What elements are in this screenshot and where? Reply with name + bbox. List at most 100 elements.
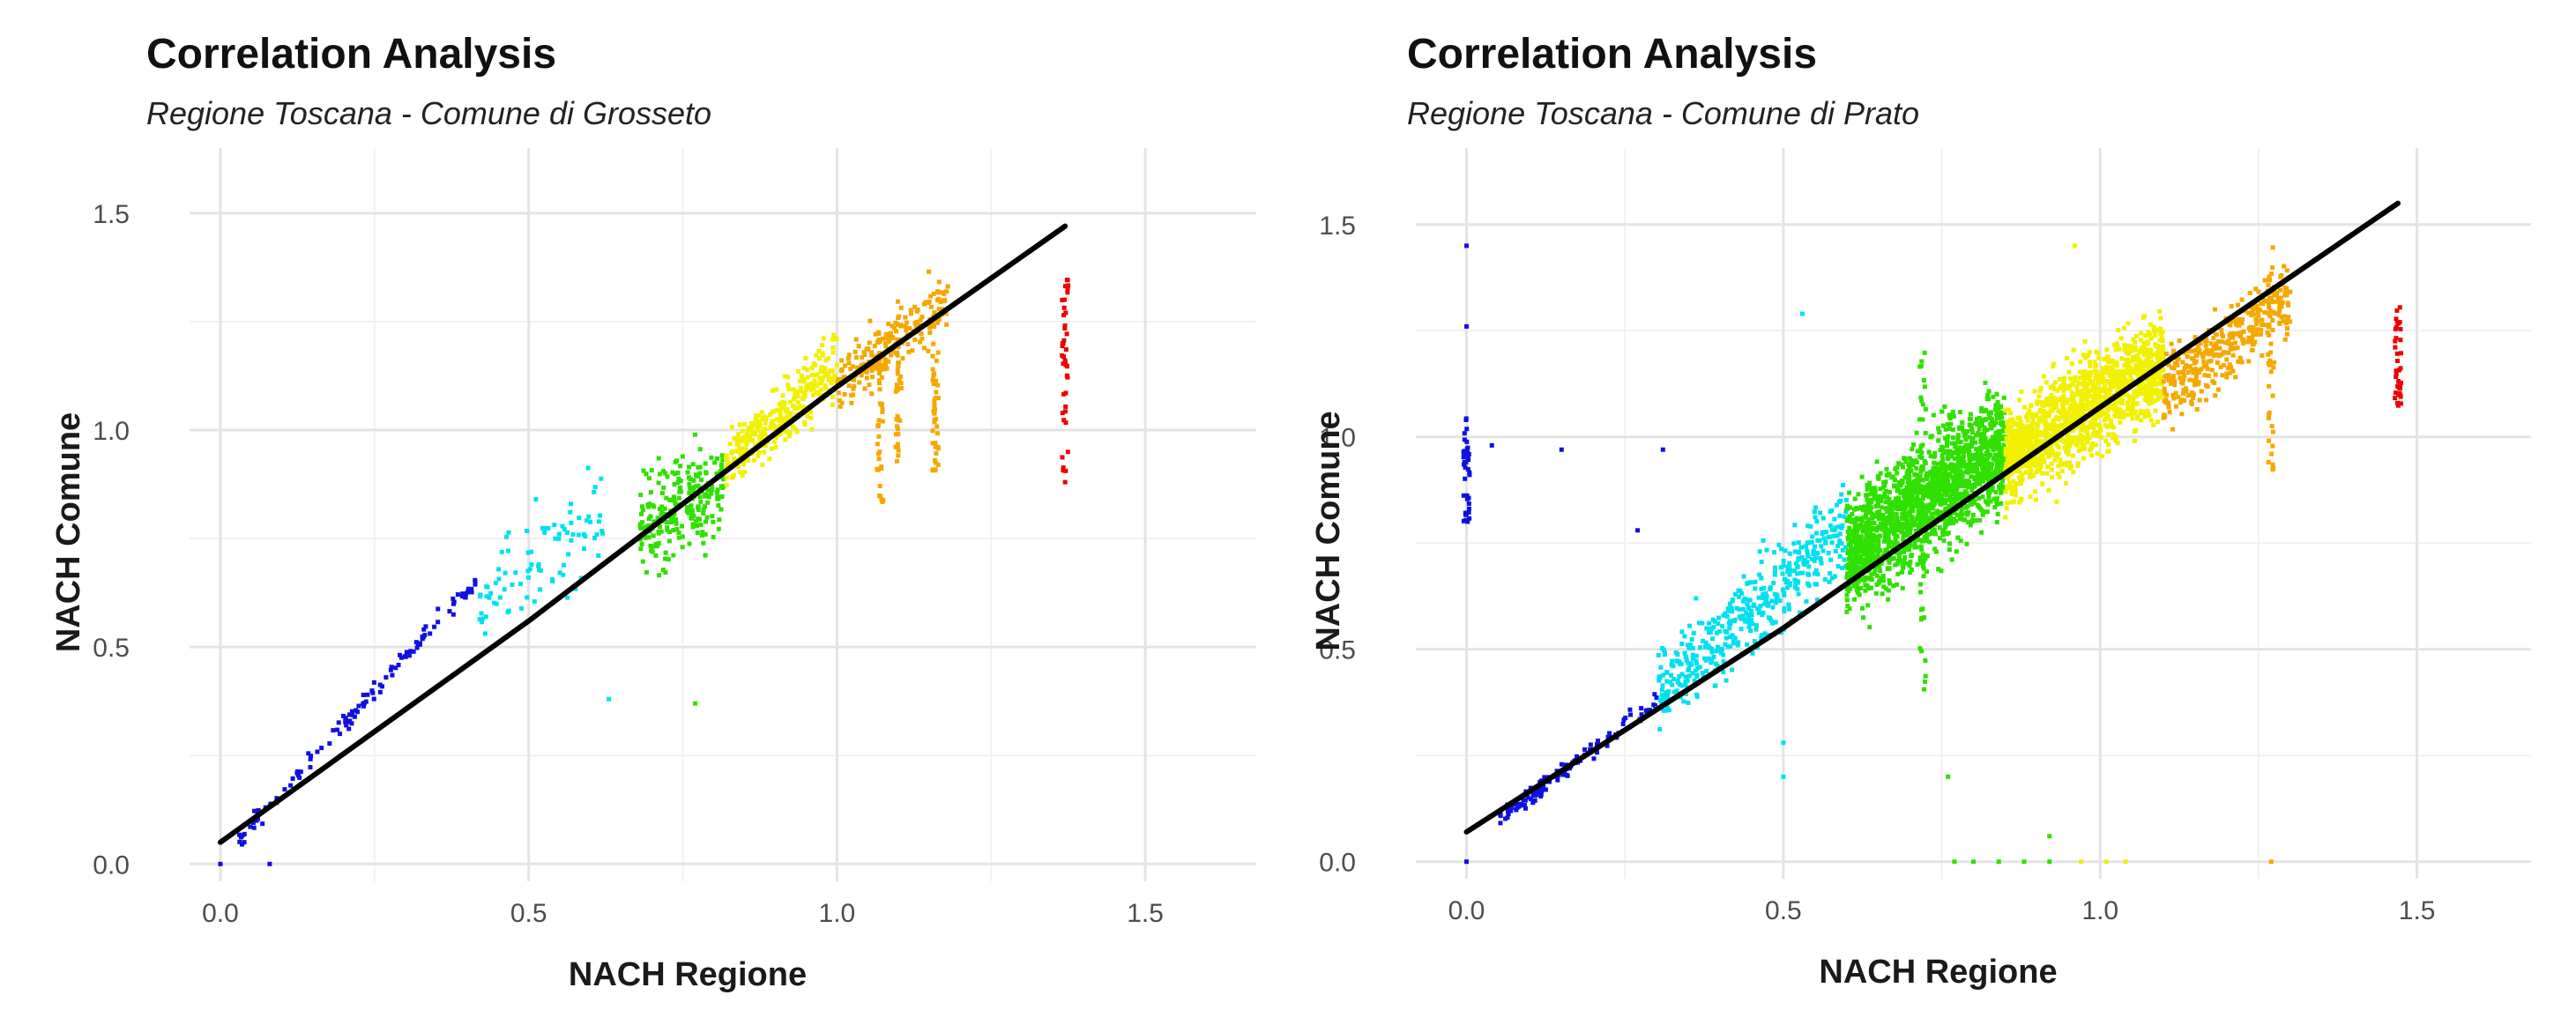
data-point [2113, 347, 2118, 353]
data-point [1060, 455, 1065, 460]
data-point [802, 393, 808, 398]
data-point [785, 410, 790, 415]
data-point [1958, 464, 1963, 469]
data-point [2149, 375, 2155, 381]
data-point [2071, 420, 2076, 425]
data-point [894, 385, 899, 390]
data-point [702, 504, 707, 509]
data-point [537, 587, 542, 592]
data-point [693, 518, 698, 524]
data-point [2154, 391, 2159, 397]
y-axis-label: NACH Comune [50, 412, 87, 652]
data-point [667, 529, 673, 534]
data-point [830, 394, 836, 399]
data-point [369, 688, 375, 694]
data-point [895, 353, 900, 358]
data-point [850, 377, 855, 382]
data-point [1946, 497, 1951, 502]
data-point [2140, 362, 2146, 368]
data-point [1691, 630, 1696, 635]
data-point [793, 427, 798, 432]
data-point [2064, 356, 2069, 361]
data-point [2113, 400, 2118, 405]
data-point [1985, 397, 1991, 402]
data-point [650, 549, 655, 554]
data-point [1992, 470, 1997, 475]
data-point [1829, 527, 1835, 532]
data-point [599, 476, 604, 481]
data-point [2142, 414, 2148, 420]
data-point [2041, 404, 2046, 409]
data-point [2020, 431, 2025, 436]
data-point [801, 390, 807, 395]
data-point [1679, 672, 1685, 677]
data-point [1905, 532, 1910, 538]
data-point [1874, 494, 1880, 500]
data-point [2150, 382, 2155, 388]
data-point [854, 355, 860, 360]
data-point [2039, 439, 2044, 444]
data-point [564, 530, 570, 535]
data-point [1879, 576, 1884, 581]
data-point [1937, 430, 1942, 435]
data-point [1065, 449, 1070, 455]
data-point [1932, 460, 1937, 465]
data-point [832, 373, 838, 378]
data-point [473, 577, 478, 583]
data-point [1939, 409, 1945, 414]
data-point [760, 415, 765, 420]
data-point [1892, 540, 1897, 546]
data-point [1937, 525, 1942, 531]
data-point [803, 387, 808, 392]
data-point [2090, 380, 2096, 385]
data-point [1951, 516, 1956, 522]
data-point [2111, 407, 2117, 412]
data-point [556, 536, 562, 541]
data-point [875, 361, 880, 367]
data-point [734, 437, 740, 442]
data-point [2029, 412, 2035, 418]
data-point [1639, 712, 1644, 717]
data-point [493, 580, 498, 585]
data-point [1873, 590, 1879, 596]
data-point [1947, 521, 1953, 526]
data-point [2187, 377, 2193, 382]
data-point [870, 375, 875, 380]
data-point [2143, 363, 2148, 368]
data-point [1869, 554, 1874, 560]
data-point [1895, 527, 1900, 532]
data-point [1867, 576, 1872, 581]
data-point [934, 424, 940, 429]
data-point [1955, 457, 1961, 462]
data-point [2052, 380, 2058, 385]
data-point [252, 808, 257, 813]
data-point [1921, 574, 1926, 579]
data-point [1949, 499, 1954, 504]
data-point [242, 840, 247, 845]
data-point [2020, 477, 2025, 482]
data-point [674, 526, 680, 531]
data-point [1846, 564, 1851, 569]
data-point [584, 518, 590, 524]
data-point [877, 351, 882, 356]
data-point [1955, 433, 1961, 438]
data-point [2169, 365, 2174, 370]
data-point [737, 422, 742, 427]
data-point [2084, 390, 2089, 395]
data-point [1833, 548, 1838, 553]
data-point [1899, 505, 1904, 510]
data-point [2122, 343, 2127, 348]
data-point [1882, 538, 1887, 544]
data-point [2052, 457, 2058, 463]
data-point [1859, 605, 1865, 611]
data-point [2074, 392, 2080, 397]
data-point [1955, 535, 1961, 540]
data-point [1872, 570, 1877, 576]
data-point [2134, 354, 2140, 360]
data-point [2023, 470, 2029, 475]
data-point [2093, 364, 2098, 369]
data-point [1863, 575, 1868, 580]
data-point [2100, 369, 2105, 375]
data-point [2068, 464, 2073, 469]
data-point [1908, 543, 1913, 548]
